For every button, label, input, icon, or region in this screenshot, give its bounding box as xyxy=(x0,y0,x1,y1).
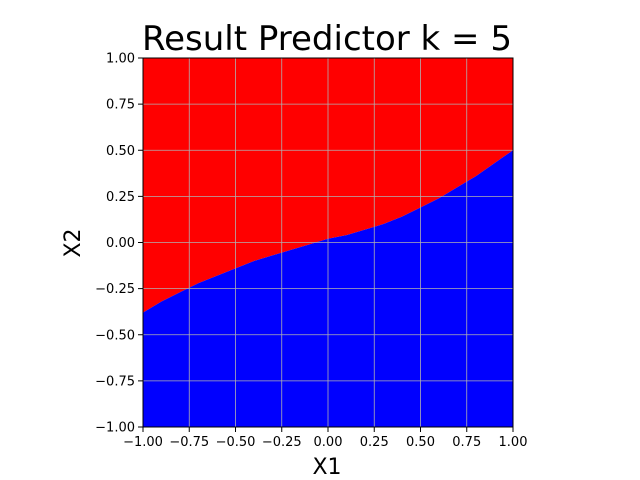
y-tick-label: −0.75 xyxy=(95,374,135,389)
y-tick-label: 0.75 xyxy=(106,98,135,113)
x-tick-label: 1.00 xyxy=(499,435,528,450)
x-axis-ticks: −1.00 −0.75 −0.50 −0.25 0.00 0.25 0.50 0.75 1.00 xyxy=(123,427,527,450)
chart-title: Result Predictor k = 5 xyxy=(142,19,512,59)
y-axis-label: X2 xyxy=(61,228,86,257)
y-tick-label: 0.00 xyxy=(106,236,135,251)
y-tick-label: 0.25 xyxy=(106,190,135,205)
y-axis-ticks: −1.00 −0.75 −0.50 −0.25 0.00 0.25 0.50 0.75 1.00 xyxy=(95,52,143,436)
x-tick-label: −1.00 xyxy=(123,435,163,450)
x-tick-label: −0.25 xyxy=(262,435,302,450)
y-tick-label: −1.00 xyxy=(95,421,135,436)
x-tick-label: 0.00 xyxy=(314,435,343,450)
y-tick-label: −0.25 xyxy=(95,282,135,297)
x-axis-label: X1 xyxy=(312,455,341,480)
y-tick-label: 1.00 xyxy=(106,52,135,67)
x-tick-label: 0.25 xyxy=(360,435,389,450)
x-tick-label: 0.75 xyxy=(452,435,481,450)
y-tick-label: −0.50 xyxy=(95,328,135,343)
y-tick-label: 0.50 xyxy=(106,144,135,159)
x-tick-label: −0.50 xyxy=(216,435,256,450)
x-tick-label: −0.75 xyxy=(169,435,209,450)
x-tick-label: 0.50 xyxy=(406,435,435,450)
